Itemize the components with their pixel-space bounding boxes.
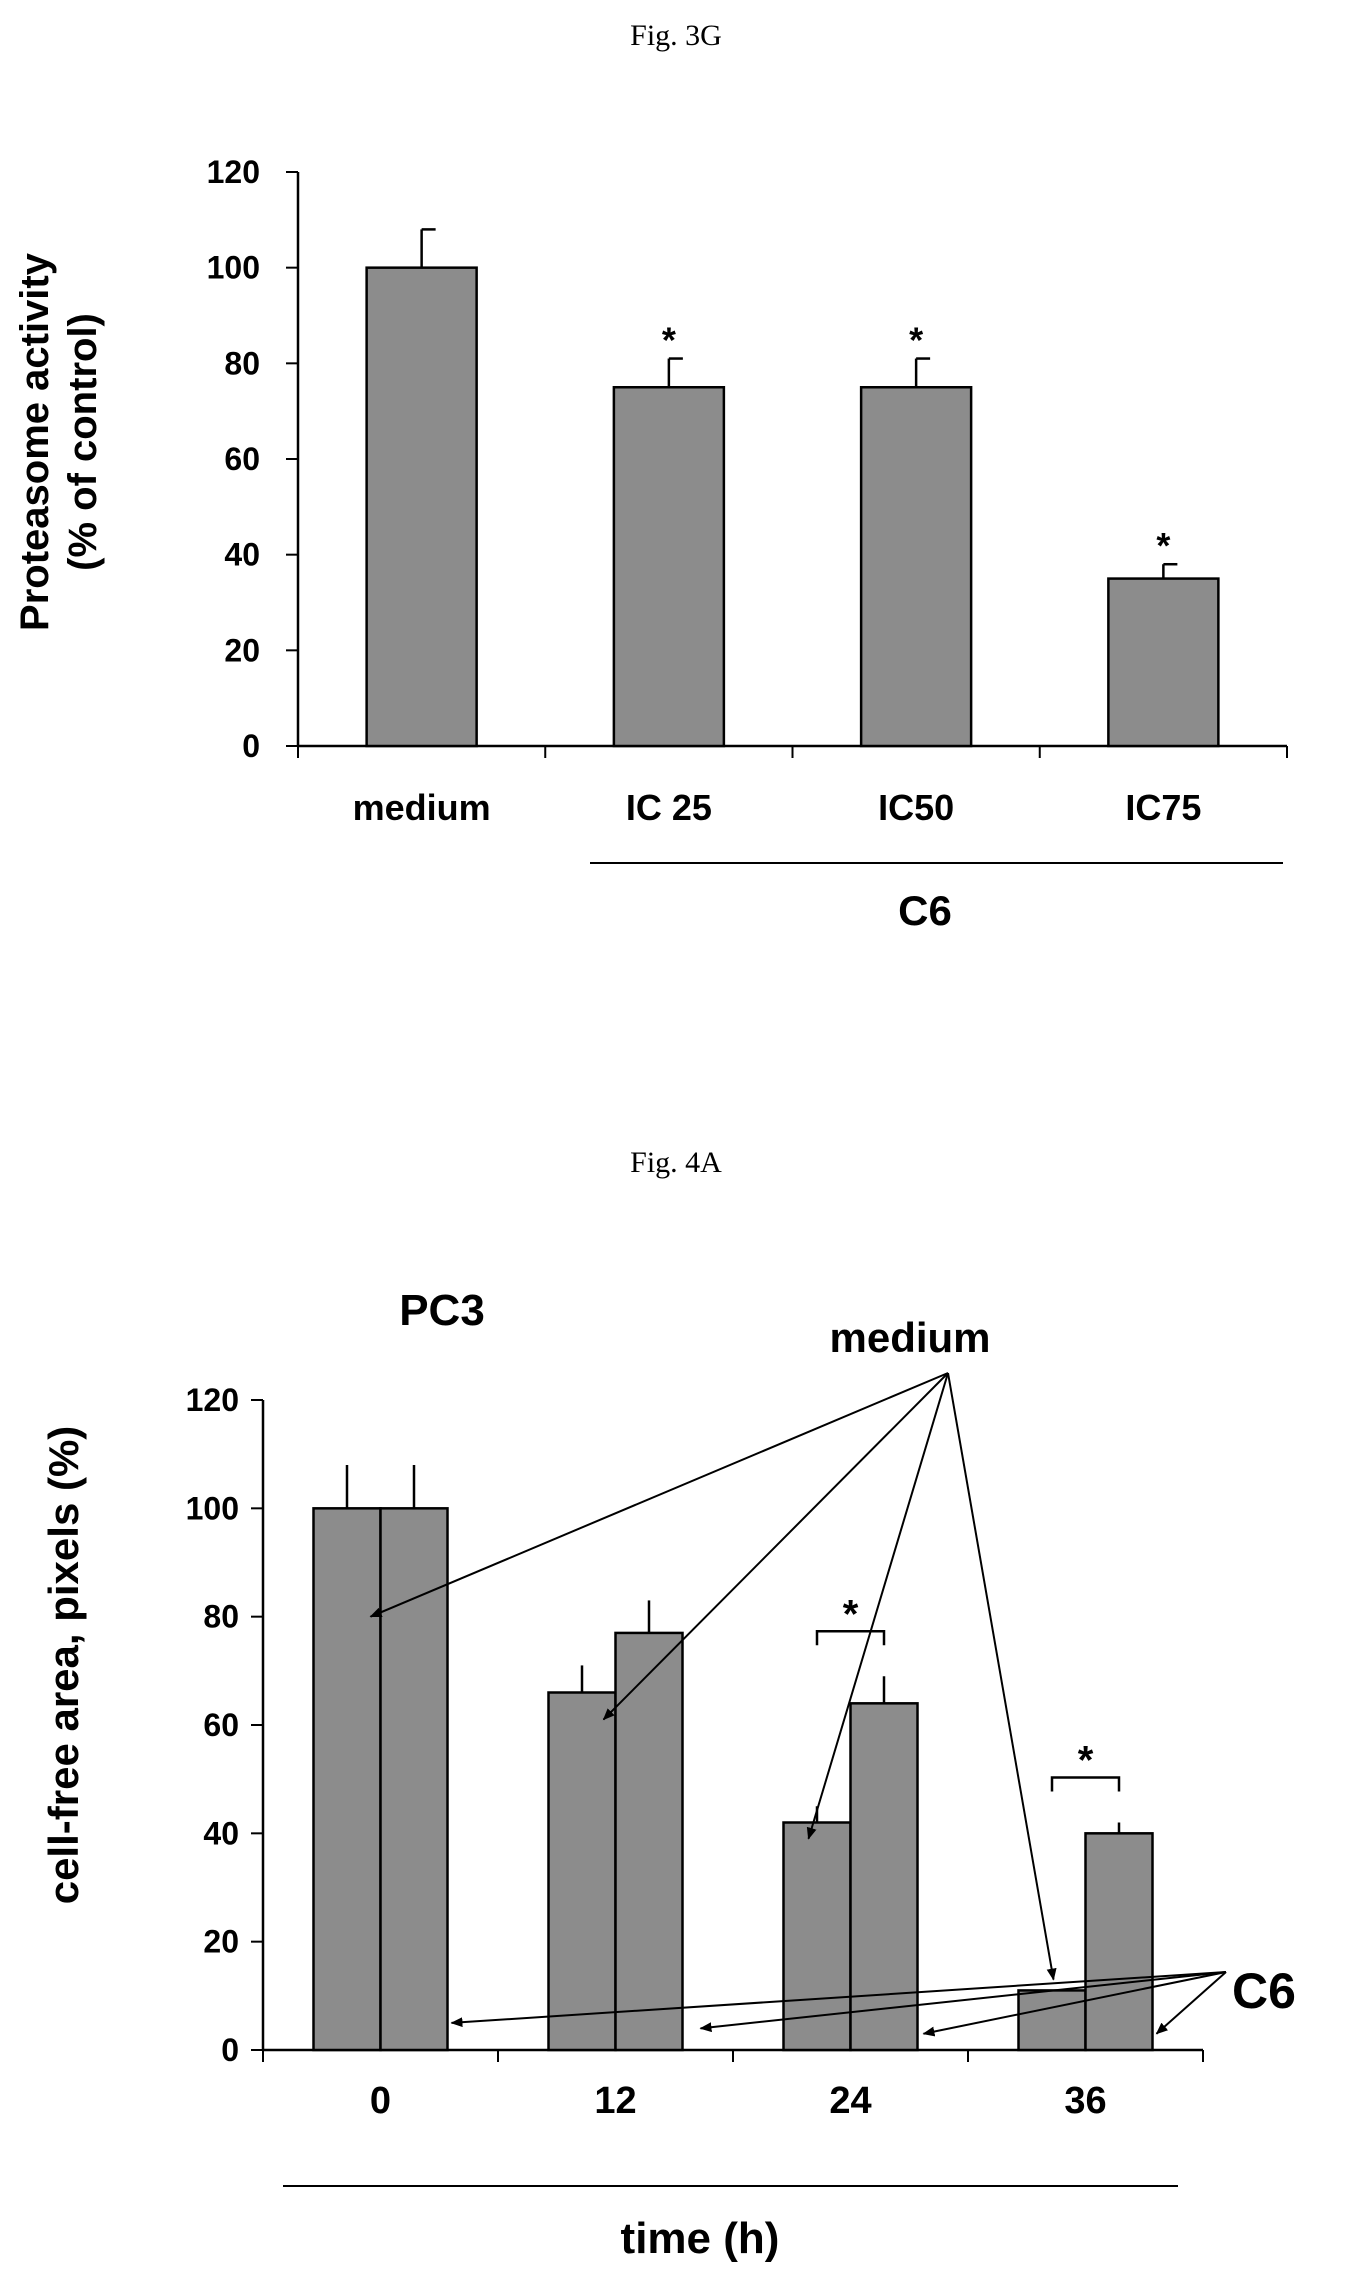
- x-tick-label: 0: [370, 2080, 391, 2122]
- y-tick-label: 80: [224, 345, 260, 381]
- x-tick-label: IC75: [1125, 787, 1201, 828]
- bar: [612, 386, 726, 748]
- bar: [859, 386, 973, 748]
- fig-4a-label: Fig. 4A: [630, 1146, 722, 1179]
- bar: [1084, 1832, 1154, 2052]
- y-tick-label: 60: [203, 1707, 239, 1743]
- x-tick-label: medium: [353, 787, 491, 828]
- y-tick-label: 20: [203, 1924, 239, 1960]
- annotation-c6: C6: [1232, 1963, 1296, 2019]
- bar: [547, 1691, 617, 2052]
- arrow-c6: [922, 1971, 1227, 2037]
- arrow-medium: [806, 1372, 949, 1840]
- arrow-medium: [369, 1372, 949, 1618]
- significance-marker: *: [662, 320, 676, 361]
- significance-marker: *: [843, 1592, 859, 1636]
- arrow-c6: [450, 1971, 1227, 2028]
- y-tick-label: 0: [242, 728, 260, 764]
- arrow-medium: [602, 1372, 949, 1721]
- significance-bracket: [1050, 1776, 1121, 1792]
- arrow-c6: [1155, 1971, 1227, 2035]
- y-tick-label: 120: [207, 154, 260, 190]
- significance-marker: *: [1156, 525, 1170, 566]
- bar: [614, 1631, 684, 2052]
- bar: [1107, 577, 1220, 748]
- x-tick-label: 24: [829, 2080, 871, 2122]
- arrow-c6: [699, 1971, 1227, 2033]
- y-tick-label: 100: [207, 250, 260, 286]
- x-tick-label: 36: [1064, 2080, 1106, 2122]
- significance-marker: *: [1078, 1739, 1094, 1783]
- x-axis-label: time (h): [621, 2214, 780, 2263]
- arrow-medium: [947, 1372, 1057, 1981]
- significance-bracket: [815, 1630, 886, 1646]
- y-tick-label: 20: [224, 632, 260, 668]
- chart-title: PC3: [399, 1286, 485, 1335]
- fig-3g-chart: Fig. 3G Proteasome activity (% of contro…: [13, 19, 1288, 934]
- annotation-arrows: [369, 1372, 1227, 2037]
- x-tick-label: 12: [594, 2080, 636, 2122]
- y-axis-label: cell-free area, pixels (%): [40, 1426, 87, 1905]
- bar: [849, 1702, 919, 2052]
- y-tick-label: 60: [224, 441, 260, 477]
- y-axis-label-line1: Proteasome activity: [13, 252, 57, 631]
- y-axis-label: Proteasome activity (% of control): [13, 252, 105, 631]
- y-tick-label: 100: [186, 1490, 239, 1526]
- x-tick-label: IC 25: [626, 787, 712, 828]
- bar: [312, 1507, 382, 2052]
- plot-area: 0 20 40 60 80 100 120 medium * IC 25 * IC50 * IC75: [207, 154, 1288, 828]
- y-tick-label: 120: [186, 1382, 239, 1418]
- y-tick-label: 40: [224, 537, 260, 573]
- x-tick-label: IC50: [878, 787, 954, 828]
- fig-4a-chart: Fig. 4A PC3 cell-free area, pixels (%) 0…: [40, 1146, 1296, 2263]
- y-tick-label: 0: [221, 2032, 239, 2068]
- group-label: C6: [898, 887, 952, 934]
- significance-marker: *: [909, 320, 923, 361]
- y-tick-label: 40: [203, 1815, 239, 1851]
- y-axis-label-line2: (% of control): [61, 313, 105, 571]
- annotation-medium: medium: [829, 1314, 990, 1361]
- y-tick-label: 80: [203, 1599, 239, 1635]
- bar: [365, 266, 478, 748]
- fig-3g-label: Fig. 3G: [630, 19, 722, 52]
- bar: [379, 1507, 449, 2052]
- plot-area: 0 20 40 60 80 100 120 0 12 24 * 36 *: [186, 1382, 1204, 2122]
- bar: [1017, 1989, 1087, 2052]
